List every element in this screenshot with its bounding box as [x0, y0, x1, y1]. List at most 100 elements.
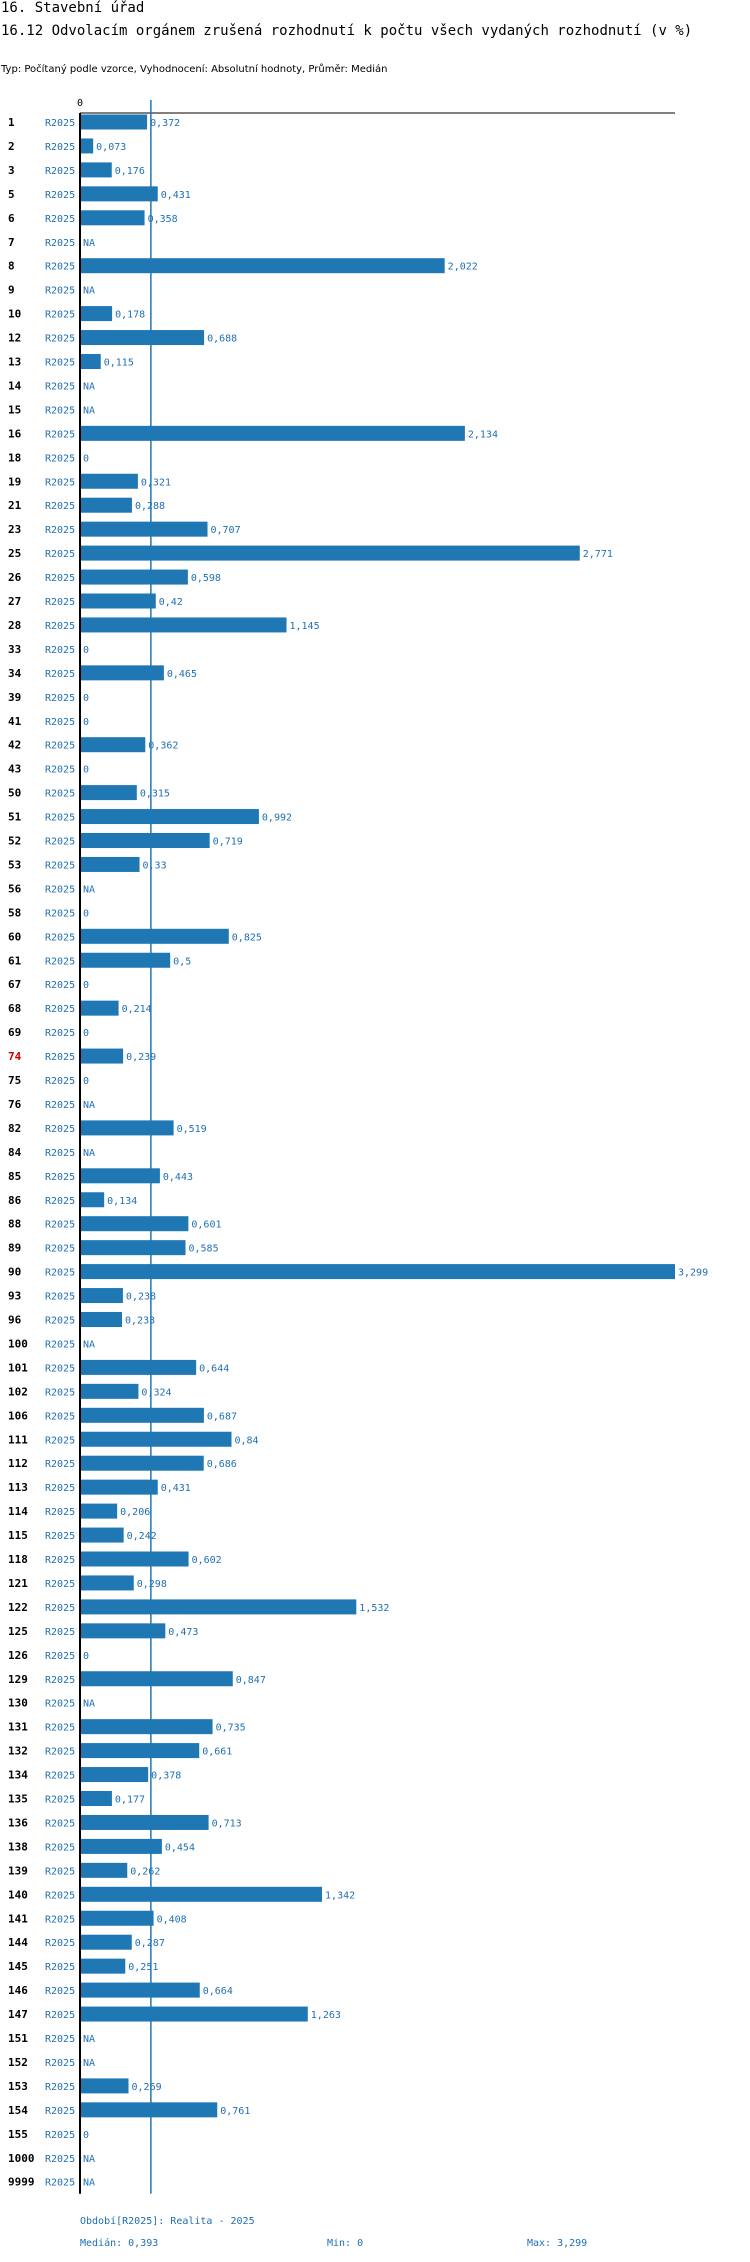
category-label: 1 [8, 116, 15, 129]
series-label: R2025 [45, 453, 75, 464]
value-label: NA [83, 2034, 95, 2045]
bar [80, 785, 137, 801]
category-label: 42 [8, 739, 21, 752]
category-label: 153 [8, 2080, 28, 2093]
series-label: R2025 [45, 1052, 75, 1063]
category-label: 130 [8, 1697, 28, 1710]
series-label: R2025 [45, 1172, 75, 1183]
bar [80, 1767, 149, 1783]
bar [80, 1000, 119, 1016]
chart-title: 16.12 Odvolacím orgánem zrušená rozhodnu… [1, 23, 693, 39]
series-label: R2025 [45, 597, 75, 608]
value-label: 0,321 [141, 477, 171, 488]
category-label: 138 [8, 1840, 28, 1853]
series-label: R2025 [45, 1459, 75, 1470]
bar [80, 1455, 204, 1471]
value-label: 0,262 [130, 1866, 160, 1877]
series-label: R2025 [45, 238, 75, 249]
value-label: 0,315 [140, 789, 170, 800]
category-label: 74 [8, 1050, 22, 1063]
series-label: R2025 [45, 549, 75, 560]
value-label: 0,238 [126, 1292, 156, 1303]
value-label: 0 [83, 765, 89, 776]
bar [80, 1910, 154, 1926]
value-label: 1,532 [359, 1603, 389, 1614]
value-label: 0,378 [151, 1771, 181, 1782]
bar [80, 1359, 197, 1375]
bar [80, 617, 287, 633]
category-label: 144 [8, 1936, 28, 1949]
bar [80, 473, 138, 489]
bar [80, 1527, 124, 1543]
bar [80, 1958, 126, 1974]
max-label: Max: 3,299 [527, 2238, 588, 2249]
category-label: 12 [8, 332, 21, 345]
value-label: 0,598 [191, 573, 221, 584]
category-label: 82 [8, 1122, 21, 1135]
value-label: 0,431 [161, 1483, 191, 1494]
category-label: 1000 [8, 2152, 35, 2165]
series-label: R2025 [45, 286, 75, 297]
series-label: R2025 [45, 2010, 75, 2021]
value-label: 0 [83, 693, 89, 704]
value-label: 0,661 [202, 1747, 232, 1758]
category-label: 129 [8, 1673, 28, 1686]
series-label: R2025 [45, 262, 75, 273]
category-label: 122 [8, 1601, 28, 1614]
value-label: 0,176 [115, 166, 145, 177]
series-label: R2025 [45, 765, 75, 776]
category-label: 51 [8, 811, 22, 824]
bar [80, 1671, 233, 1687]
category-label: 67 [8, 978, 21, 991]
category-label: 106 [8, 1409, 28, 1422]
category-label: 69 [8, 1026, 21, 1039]
bar [80, 258, 445, 274]
series-label: R2025 [45, 1196, 75, 1207]
value-label: 2,134 [468, 429, 498, 440]
category-label: 14 [8, 379, 22, 392]
series-label: R2025 [45, 1914, 75, 1925]
category-label: 8 [8, 260, 15, 273]
series-label: R2025 [45, 477, 75, 488]
category-label: 84 [8, 1146, 22, 1159]
value-label: 1,342 [325, 1890, 355, 1901]
category-label: 147 [8, 2008, 28, 2021]
value-label: NA [83, 405, 95, 416]
bar [80, 569, 188, 585]
bar [80, 162, 112, 178]
series-label: R2025 [45, 2154, 75, 2165]
category-label: 75 [8, 1074, 21, 1087]
bar [80, 545, 580, 561]
value-label: 2,022 [448, 262, 478, 273]
value-label: NA [83, 1100, 95, 1111]
category-label: 126 [8, 1649, 28, 1662]
value-label: 0,473 [168, 1627, 198, 1638]
category-label: 112 [8, 1457, 28, 1470]
series-label: R2025 [45, 1316, 75, 1327]
value-label: 0,602 [192, 1555, 222, 1566]
series-label: R2025 [45, 501, 75, 512]
value-label: 0,324 [141, 1387, 171, 1398]
category-label: 3 [8, 164, 15, 177]
category-label: 93 [8, 1290, 21, 1303]
category-label: 15 [8, 403, 21, 416]
series-label: R2025 [45, 1100, 75, 1111]
series-label: R2025 [45, 2130, 75, 2141]
category-label: 76 [8, 1098, 22, 1111]
category-label: 86 [8, 1194, 22, 1207]
bar [80, 833, 210, 848]
value-label: 0,33 [143, 860, 167, 871]
category-label: 43 [8, 763, 21, 776]
value-label: 0,178 [115, 310, 145, 321]
value-label: 0,688 [207, 334, 237, 345]
series-label: R2025 [45, 1507, 75, 1518]
category-label: 154 [8, 2104, 28, 2117]
value-label: 0,735 [216, 1723, 246, 1734]
value-label: 0,372 [150, 118, 180, 129]
value-label: 0,251 [128, 1962, 158, 1973]
value-label: 0,358 [148, 214, 178, 225]
category-label: 113 [8, 1481, 28, 1494]
category-label: 34 [8, 667, 22, 680]
series-label: R2025 [45, 166, 75, 177]
series-label: R2025 [45, 1675, 75, 1686]
